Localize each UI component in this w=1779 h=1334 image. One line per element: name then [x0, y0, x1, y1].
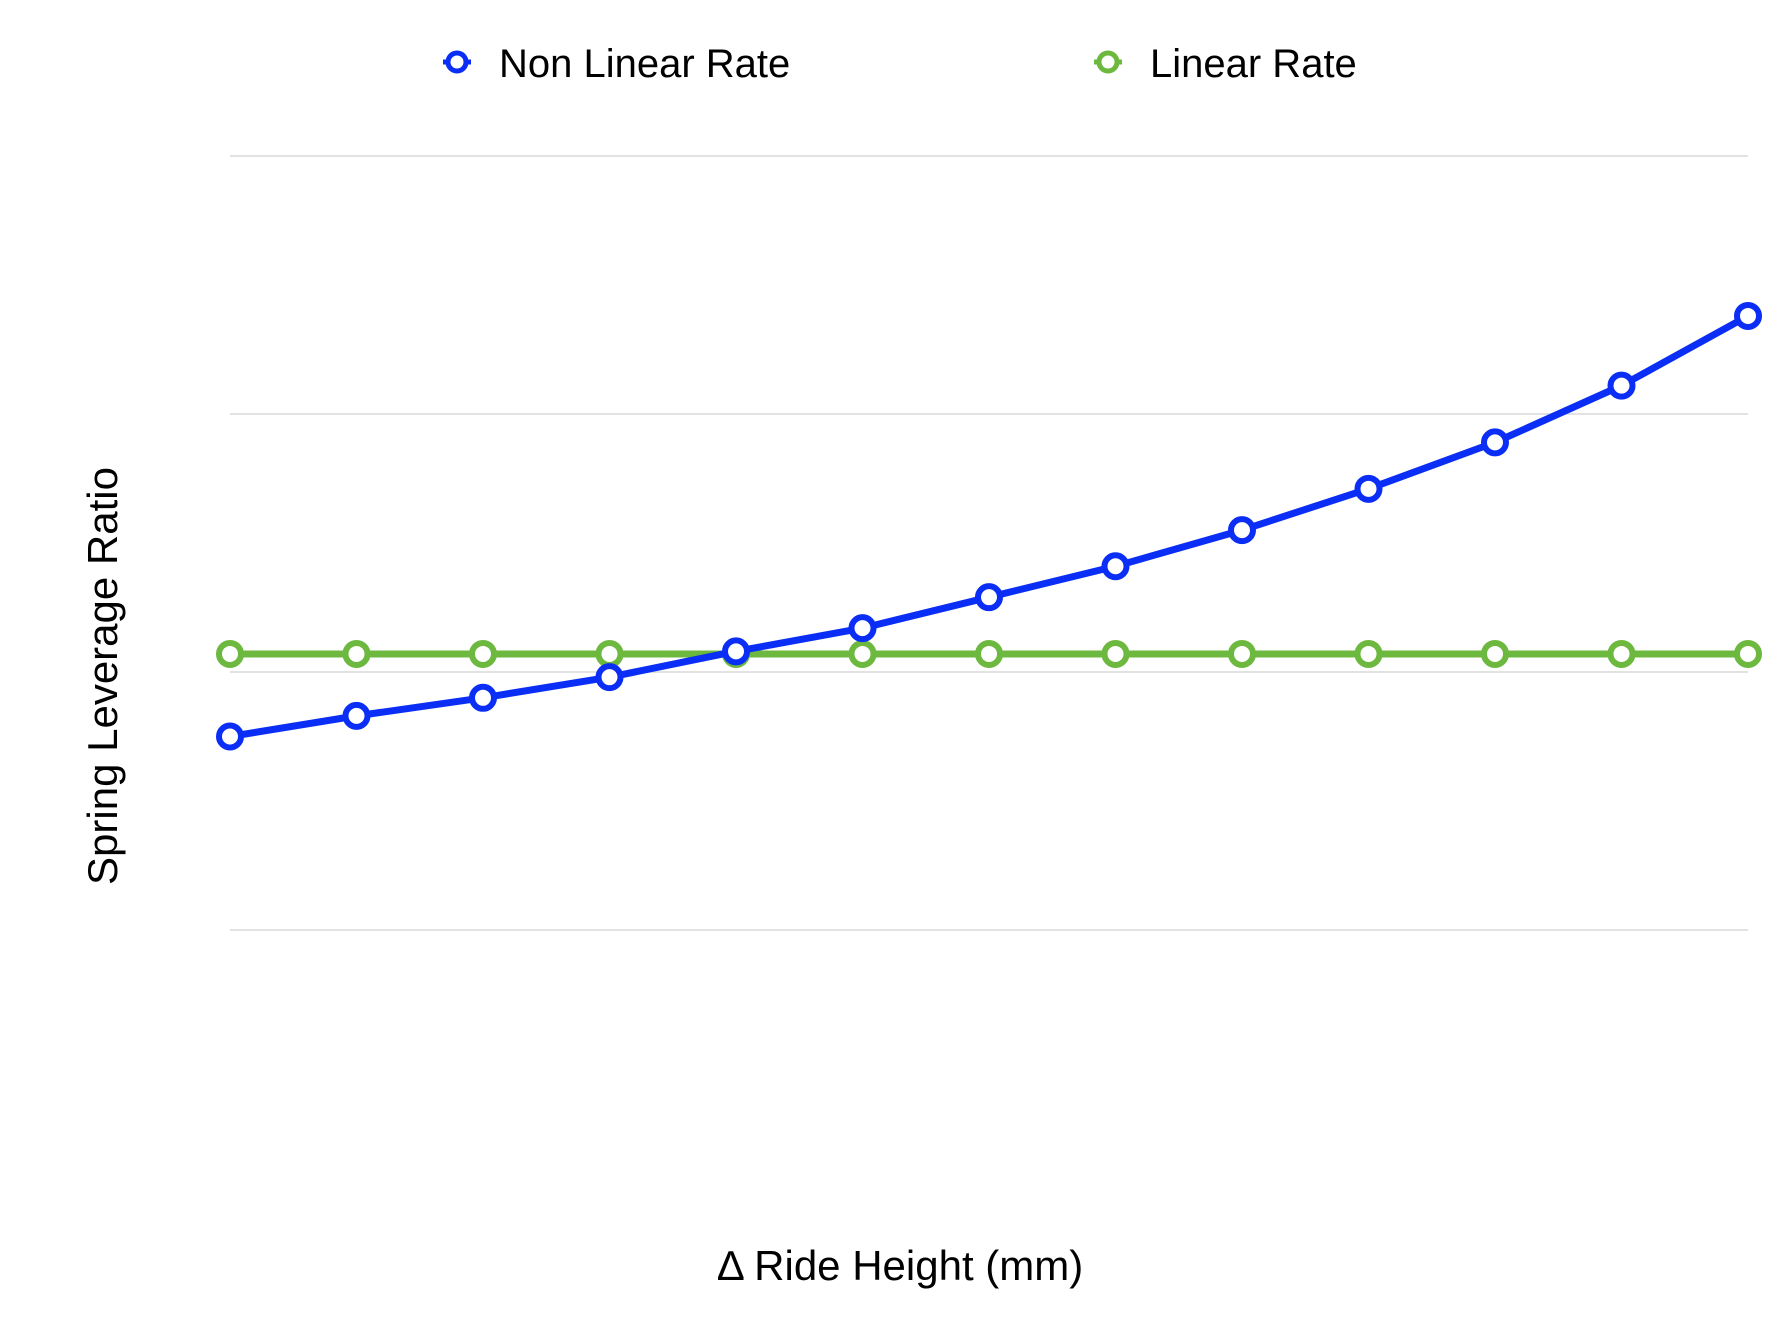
legend-label-0: Non Linear Rate [499, 42, 790, 86]
data-point-1-2 [469, 639, 497, 668]
data-point-1-9 [1354, 639, 1383, 668]
data-point-1-6 [975, 639, 1003, 668]
gridlines [230, 155, 1748, 931]
y-axis-label: Spring Leverage Ratio [79, 467, 126, 885]
series-1 [216, 639, 1762, 668]
data-point-0-12 [1734, 301, 1762, 330]
legend-item-1: Linear Rate [1094, 42, 1357, 86]
data-point-1-5 [848, 639, 877, 668]
data-point-1-0 [216, 639, 244, 668]
data-point-1-7 [1101, 639, 1130, 668]
data-point-0-10 [1481, 428, 1509, 457]
data-point-0-11 [1607, 371, 1636, 400]
data-point-1-11 [1607, 639, 1636, 668]
data-point-0-7 [1101, 552, 1130, 581]
data-point-1-10 [1481, 639, 1509, 668]
data-point-0-1 [342, 701, 371, 730]
series-line-0 [226, 312, 1752, 740]
data-point-0-4 [722, 637, 750, 666]
x-axis-label: Δ Ride Height (mm) [717, 1242, 1083, 1289]
series-group [216, 301, 1762, 751]
legend-marker-0 [445, 50, 469, 74]
data-point-0-2 [469, 683, 497, 712]
data-point-0-6 [975, 583, 1003, 612]
data-point-1-12 [1734, 639, 1762, 668]
series-0 [216, 301, 1762, 751]
data-point-0-0 [216, 722, 244, 751]
data-point-1-8 [1228, 639, 1256, 668]
data-point-0-5 [848, 614, 877, 643]
data-point-0-9 [1354, 474, 1383, 503]
legend-marker-1 [1096, 50, 1120, 74]
data-point-0-3 [595, 663, 624, 692]
legend-item-0: Non Linear Rate [443, 42, 790, 86]
legend-label-1: Linear Rate [1150, 42, 1357, 86]
legend: Non Linear Rate Linear Rate [443, 42, 1357, 86]
data-point-1-3 [595, 639, 624, 668]
data-point-0-8 [1228, 516, 1256, 545]
data-point-1-1 [342, 639, 371, 668]
